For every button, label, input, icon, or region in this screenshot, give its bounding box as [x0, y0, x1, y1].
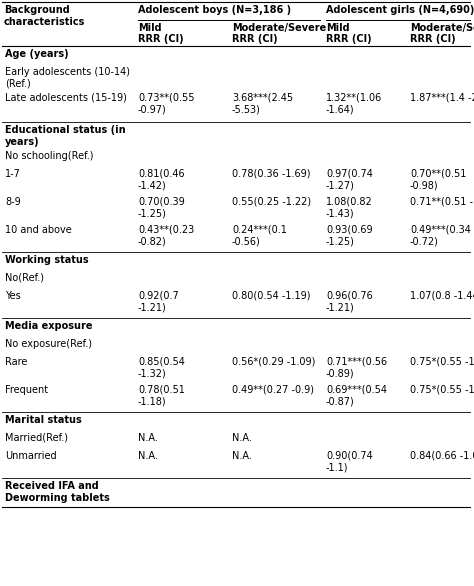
Text: Age (years): Age (years) [5, 49, 69, 59]
Text: Early adolescents (10-14)
(Ref.): Early adolescents (10-14) (Ref.) [5, 67, 130, 88]
Text: Moderate/Severe: Moderate/Severe [232, 23, 326, 33]
Text: 3.68***(2.45
-5.53): 3.68***(2.45 -5.53) [232, 93, 293, 115]
Text: RRR (CI): RRR (CI) [410, 34, 456, 44]
Text: 0.93(0.69
-1.25): 0.93(0.69 -1.25) [326, 225, 373, 247]
Text: 1.32**(1.06
-1.64): 1.32**(1.06 -1.64) [326, 93, 382, 115]
Text: 1.07(0.8 -1.44): 1.07(0.8 -1.44) [410, 291, 474, 301]
Text: 10 and above: 10 and above [5, 225, 72, 235]
Text: 8-9: 8-9 [5, 197, 21, 207]
Text: Frequent: Frequent [5, 385, 48, 395]
Text: 0.78(0.51
-1.18): 0.78(0.51 -1.18) [138, 385, 185, 407]
Text: RRR (CI): RRR (CI) [138, 34, 183, 44]
Text: Educational status (in
years): Educational status (in years) [5, 125, 126, 146]
Text: 0.81(0.46
-1.42): 0.81(0.46 -1.42) [138, 169, 185, 190]
Text: Marital status: Marital status [5, 415, 82, 425]
Text: Moderate/Severe: Moderate/Severe [410, 23, 474, 33]
Text: 0.96(0.76
-1.21): 0.96(0.76 -1.21) [326, 291, 373, 312]
Text: 0.55(0.25 -1.22): 0.55(0.25 -1.22) [232, 197, 311, 207]
Text: 0.71***(0.56
-0.89): 0.71***(0.56 -0.89) [326, 357, 387, 379]
Text: 0.97(0.74
-1.27): 0.97(0.74 -1.27) [326, 169, 373, 190]
Text: 0.73**(0.55
-0.97): 0.73**(0.55 -0.97) [138, 93, 194, 115]
Text: RRR (CI): RRR (CI) [326, 34, 372, 44]
Text: N.A.: N.A. [232, 433, 252, 443]
Text: No schooling(Ref.): No schooling(Ref.) [5, 151, 93, 161]
Text: 1.87***(1.4 -2.5): 1.87***(1.4 -2.5) [410, 93, 474, 103]
Text: 0.90(0.74
-1.1): 0.90(0.74 -1.1) [326, 451, 373, 472]
Text: N.A.: N.A. [138, 433, 158, 443]
Text: 0.70(0.39
-1.25): 0.70(0.39 -1.25) [138, 197, 185, 219]
Text: Adolescent boys (N=3,186 ): Adolescent boys (N=3,186 ) [138, 5, 291, 15]
Text: 1.08(0.82
-1.43): 1.08(0.82 -1.43) [326, 197, 373, 219]
Text: Mild: Mild [138, 23, 162, 33]
Text: Unmarried: Unmarried [5, 451, 56, 461]
Text: 0.75*(0.55 -1.03): 0.75*(0.55 -1.03) [410, 385, 474, 395]
Text: Working status: Working status [5, 255, 89, 265]
Text: 0.92(0.7
-1.21): 0.92(0.7 -1.21) [138, 291, 179, 312]
Text: 0.43**(0.23
-0.82): 0.43**(0.23 -0.82) [138, 225, 194, 247]
Text: 0.49***(0.34
-0.72): 0.49***(0.34 -0.72) [410, 225, 471, 247]
Text: Late adolescents (15-19): Late adolescents (15-19) [5, 93, 127, 103]
Text: 0.84(0.66 -1.08): 0.84(0.66 -1.08) [410, 451, 474, 461]
Text: Yes: Yes [5, 291, 21, 301]
Text: 0.56*(0.29 -1.09): 0.56*(0.29 -1.09) [232, 357, 315, 367]
Text: 0.69***(0.54
-0.87): 0.69***(0.54 -0.87) [326, 385, 387, 407]
Text: Married(Ref.): Married(Ref.) [5, 433, 68, 443]
Text: 0.80(0.54 -1.19): 0.80(0.54 -1.19) [232, 291, 310, 301]
Text: 0.70**(0.51
-0.98): 0.70**(0.51 -0.98) [410, 169, 466, 190]
Text: 0.24***(0.1
-0.56): 0.24***(0.1 -0.56) [232, 225, 287, 247]
Text: Background
characteristics: Background characteristics [4, 5, 85, 26]
Text: Media exposure: Media exposure [5, 321, 92, 331]
Text: Received IFA and
Deworming tablets: Received IFA and Deworming tablets [5, 481, 110, 503]
Text: N.A.: N.A. [138, 451, 158, 461]
Text: 0.71**(0.51 -1): 0.71**(0.51 -1) [410, 197, 474, 207]
Text: Mild: Mild [326, 23, 350, 33]
Text: No(Ref.): No(Ref.) [5, 273, 44, 283]
Text: Adolescent girls (N=4,690): Adolescent girls (N=4,690) [326, 5, 474, 15]
Text: 1-7: 1-7 [5, 169, 21, 179]
Text: 0.49**(0.27 -0.9): 0.49**(0.27 -0.9) [232, 385, 314, 395]
Text: Rare: Rare [5, 357, 27, 367]
Text: RRR (CI): RRR (CI) [232, 34, 278, 44]
Text: N.A.: N.A. [232, 451, 252, 461]
Text: 0.85(0.54
-1.32): 0.85(0.54 -1.32) [138, 357, 185, 379]
Text: No exposure(Ref.): No exposure(Ref.) [5, 339, 92, 349]
Text: 0.78(0.36 -1.69): 0.78(0.36 -1.69) [232, 169, 310, 179]
Text: 0.75*(0.55 -1.01): 0.75*(0.55 -1.01) [410, 357, 474, 367]
